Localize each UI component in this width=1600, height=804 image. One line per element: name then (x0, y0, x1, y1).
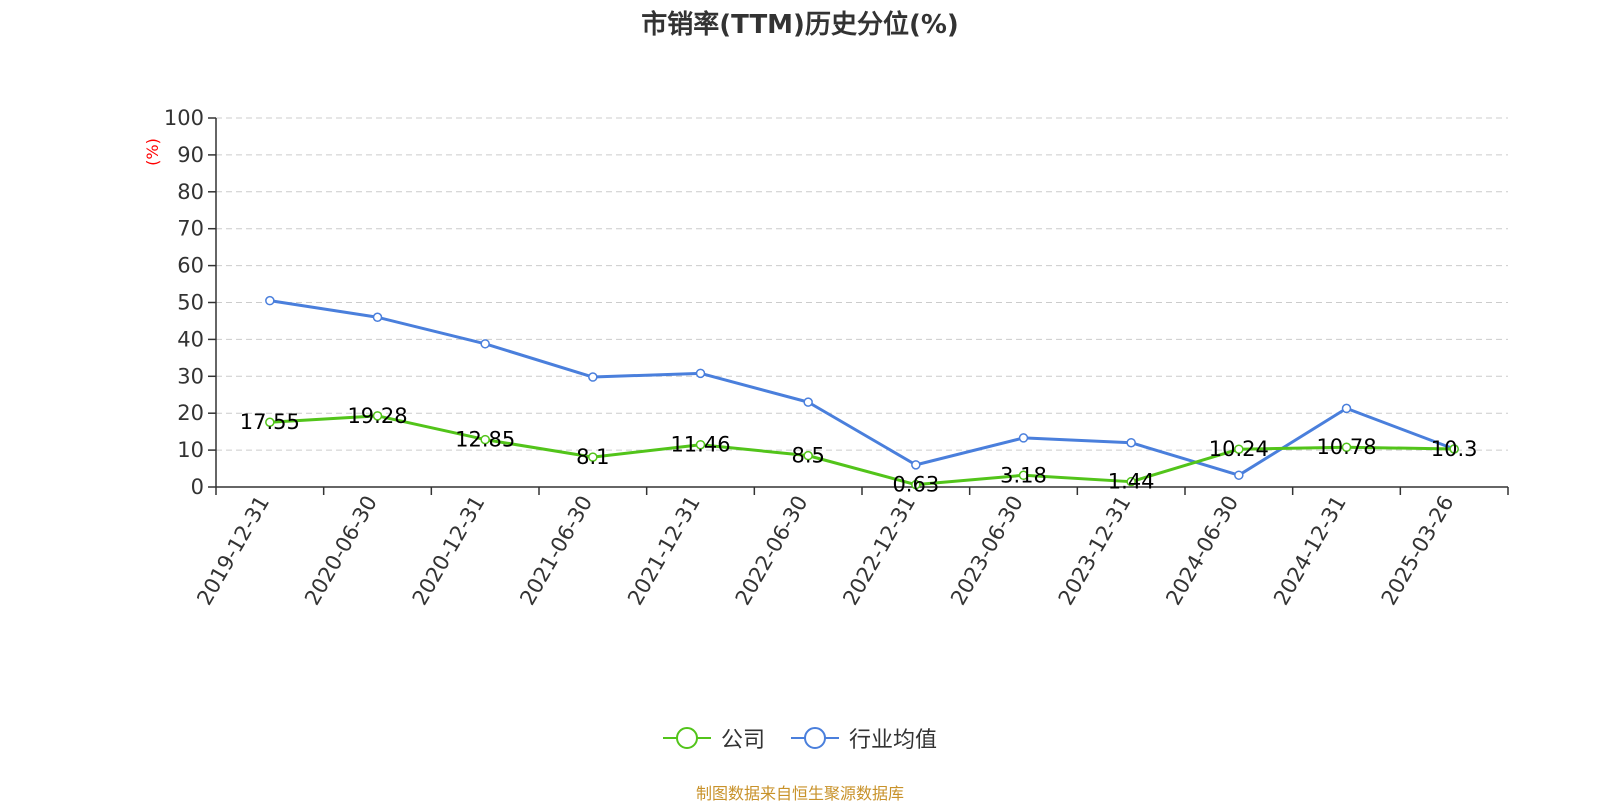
y-tick-label: 50 (177, 291, 204, 315)
data-point-industry-avg[interactable] (911, 460, 921, 470)
data-point-company[interactable] (911, 479, 921, 490)
y-tick-label: 60 (177, 254, 204, 278)
data-label-company: 8.5 (791, 444, 824, 468)
legend-item-industry-avg[interactable]: 行业均值 (791, 722, 937, 754)
data-point-industry-avg[interactable] (1018, 433, 1029, 443)
y-tick-label: 40 (177, 327, 204, 351)
data-point-industry-avg[interactable] (265, 295, 275, 306)
data-point-company[interactable] (372, 411, 383, 421)
y-tick-label: 30 (177, 364, 204, 388)
y-axis-title: (%) (143, 138, 162, 166)
y-tick-label: 0 (191, 475, 204, 499)
data-point-company[interactable] (695, 439, 706, 450)
data-point-industry-avg[interactable] (1234, 470, 1244, 480)
data-label-company: 12.85 (455, 428, 515, 452)
legend-label-industry-avg: 行业均值 (849, 728, 938, 753)
data-label-company: 19.28 (347, 404, 407, 428)
data-point-industry-avg[interactable] (695, 368, 706, 379)
x-tick-label: 2020-12-31 (408, 491, 490, 609)
data-labels: 17.55 19.28 12.85 8.1 11.46 8.5 0.63 3.18 1.44 10… (240, 404, 1478, 497)
source-note: 制图数据来自恒生聚源数据库 (695, 784, 904, 803)
x-tick-label: 2021-12-31 (623, 492, 705, 610)
series (265, 295, 1459, 490)
y-tick-label: 70 (177, 217, 204, 241)
x-tick-label: 2021-06-30 (515, 492, 597, 610)
data-point-industry-avg[interactable] (588, 372, 598, 382)
data-point-company[interactable] (480, 434, 490, 445)
data-point-industry-avg[interactable] (372, 312, 383, 323)
data-point-industry-avg[interactable] (1126, 437, 1136, 448)
data-label-company: 3.18 (1000, 463, 1047, 487)
data-point-company[interactable] (1126, 476, 1136, 487)
legend-marker-company-icon (662, 727, 711, 749)
series-line-industry-avg (269, 299, 1455, 477)
data-label-company: 17.55 (240, 410, 300, 434)
grid-lines (216, 117, 1508, 451)
x-tick-label: 2024-06-30 (1161, 492, 1243, 610)
data-label-company: 10.24 (1209, 437, 1269, 461)
data-point-industry-avg[interactable] (480, 339, 490, 349)
y-tick-label: 80 (177, 180, 204, 204)
data-label-company: 10.78 (1316, 435, 1376, 459)
data-label-company: 11.46 (670, 433, 730, 457)
series-line-company (269, 414, 1455, 487)
x-tick-label: 2024-12-31 (1269, 492, 1351, 610)
data-point-industry-avg[interactable] (803, 397, 813, 407)
legend: 公司 行业均值 (0, 722, 1600, 754)
data-point-company[interactable] (1341, 442, 1352, 452)
chart-title: 市销率(TTM)历史分位(%) (641, 10, 959, 40)
data-point-company[interactable] (1234, 444, 1244, 454)
data-label-company: 10.3 (1431, 437, 1478, 461)
axes: (%) 0 10 20 30 40 50 60 70 80 90 100 2019-12-31 2020… (143, 106, 1509, 610)
x-tick-label: 2023-12-31 (1054, 492, 1136, 610)
x-tick-label: 2022-12-31 (838, 491, 920, 609)
data-point-company[interactable] (803, 450, 813, 461)
data-label-company: 1.44 (1108, 470, 1155, 494)
y-tick-label: 90 (177, 143, 204, 167)
x-tick-label: 2022-06-30 (731, 492, 813, 610)
y-tick-label: 100 (164, 106, 204, 130)
y-tick-label: 20 (177, 401, 204, 425)
legend-label-company: 公司 (720, 728, 765, 753)
data-point-company[interactable] (1449, 444, 1459, 454)
data-point-company[interactable] (265, 417, 275, 427)
data-label-company: 8.1 (576, 445, 609, 469)
legend-item-company[interactable]: 公司 (662, 722, 765, 754)
data-point-industry-avg[interactable] (1341, 403, 1352, 414)
x-tick-label: 2025-03-26 (1377, 492, 1459, 610)
x-tick-label: 2023-06-30 (946, 492, 1028, 610)
data-label-company: 0.63 (892, 473, 939, 497)
data-point-company[interactable] (1018, 470, 1029, 481)
x-tick-label: 2020-06-30 (300, 492, 382, 610)
x-tick-label: 2019-12-31 (192, 492, 274, 610)
data-point-company[interactable] (588, 452, 598, 462)
y-tick-label: 10 (177, 438, 204, 462)
legend-marker-industry-icon (791, 727, 839, 749)
